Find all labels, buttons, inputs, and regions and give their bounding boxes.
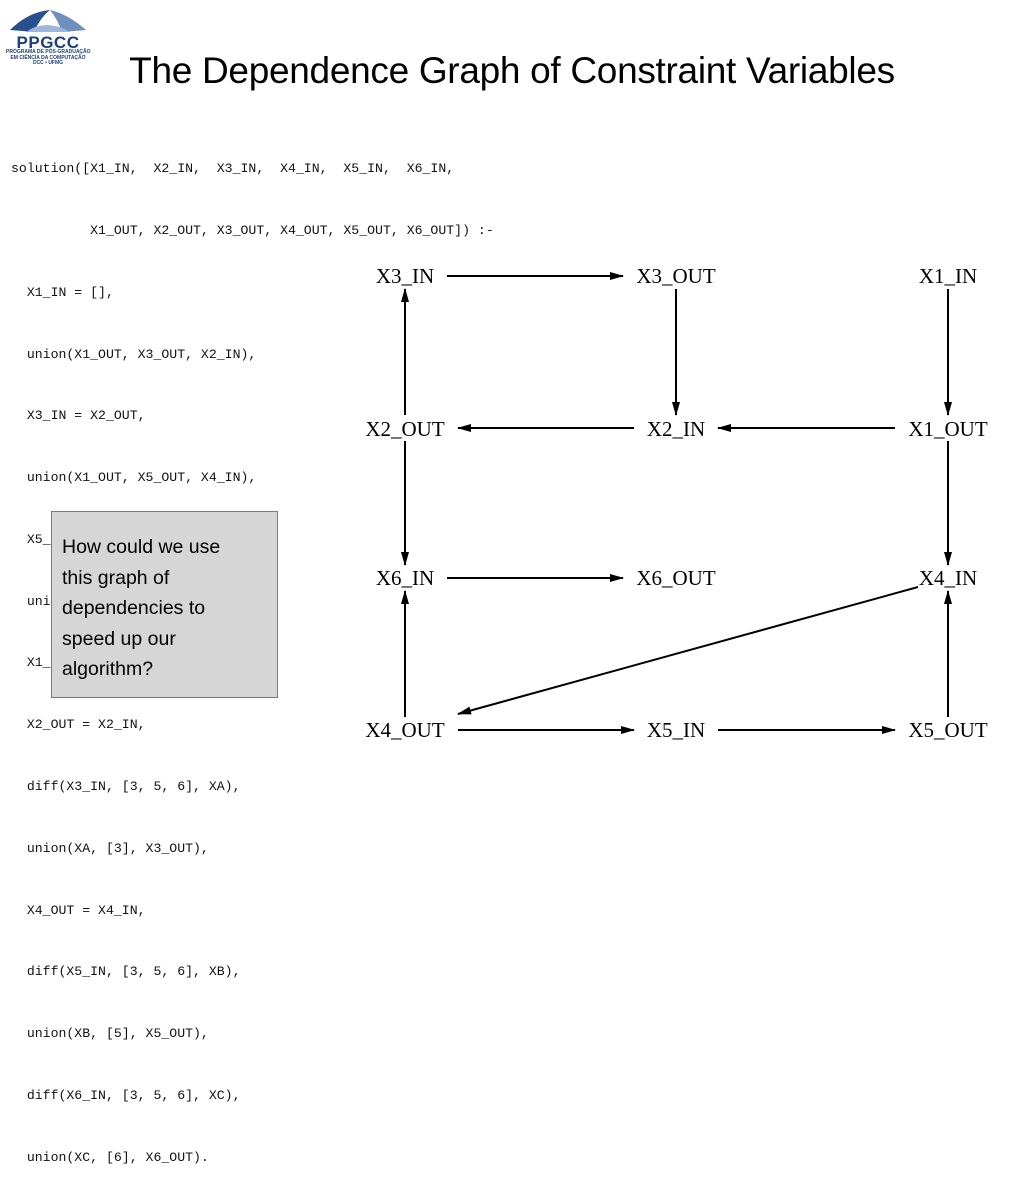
- logo-subtitle: PROGRAMA DE PÓS-GRADUAÇÃO EM CIÊNCIA DA …: [6, 49, 91, 67]
- question-line: this graph of: [62, 566, 170, 589]
- node-x4-out: X4_OUT: [365, 718, 444, 742]
- logo-wing-icon: [10, 10, 86, 32]
- code-line: X1_OUT, X2_OUT, X3_OUT, X4_OUT, X5_OUT, …: [11, 222, 494, 238]
- question-box: How could we use this graph of dependenc…: [51, 511, 278, 698]
- question-line: speed up our: [62, 627, 176, 650]
- code-line: X2_OUT = X2_IN,: [11, 717, 146, 733]
- code-line: union(XA, [3], X3_OUT),: [11, 840, 209, 856]
- logo-subtitle-line: EM CIÊNCIA DA COMPUTAÇÃO: [10, 54, 86, 61]
- code-line: solution([X1_IN, X2_IN, X3_IN, X4_IN, X5…: [11, 161, 455, 177]
- question-line: How could we use: [62, 536, 221, 558]
- ppgcc-logo: PPGCC PROGRAMA DE PÓS-GRADUAÇÃO EM CIÊNC…: [6, 6, 91, 68]
- graph-nodes: X3_IN X3_OUT X1_IN X2_OUT X2_IN X1_OUT X…: [365, 264, 987, 742]
- node-x4-in: X4_IN: [919, 566, 977, 590]
- dependence-graph: X3_IN X3_OUT X1_IN X2_OUT X2_IN X1_OUT X…: [365, 264, 987, 742]
- code-line: union(XB, [5], X5_OUT),: [11, 1026, 209, 1042]
- code-line: diff(X3_IN, [3, 5, 6], XA),: [11, 779, 241, 794]
- logo-subtitle-line: PROGRAMA DE PÓS-GRADUAÇÃO: [6, 49, 91, 55]
- code-line: union(X1_OUT, X5_OUT, X4_IN),: [11, 470, 257, 486]
- slide-title: The Dependence Graph of Constraint Varia…: [129, 50, 895, 91]
- question-line: algorithm?: [62, 658, 154, 680]
- node-x1-out: X1_OUT: [908, 417, 987, 441]
- question-line: dependencies to: [62, 597, 206, 619]
- node-x5-in: X5_IN: [647, 718, 705, 742]
- node-x2-in: X2_IN: [647, 417, 705, 441]
- node-x6-in: X6_IN: [376, 566, 434, 590]
- logo-name: PPGCC: [16, 33, 80, 52]
- code-line: diff(X5_IN, [3, 5, 6], XB),: [11, 964, 241, 980]
- node-x5-out: X5_OUT: [908, 718, 987, 742]
- code-line: X1_IN = [],: [11, 284, 114, 300]
- node-x3-out: X3_OUT: [636, 264, 715, 288]
- node-x1-in: X1_IN: [919, 264, 977, 288]
- code-line: union(X1_OUT, X3_OUT, X2_IN),: [11, 346, 257, 362]
- node-x6-out: X6_OUT: [636, 566, 715, 590]
- graph-edges: [401, 272, 952, 734]
- code-line: union(XC, [6], X6_OUT).: [11, 1149, 209, 1165]
- node-x3-in: X3_IN: [376, 264, 434, 288]
- code-line: diff(X6_IN, [3, 5, 6], XC),: [11, 1087, 241, 1103]
- code-line: X3_IN = X2_OUT,: [11, 408, 146, 424]
- edge-x4-in-to-x4-out: [457, 586, 919, 715]
- node-x2-out: X2_OUT: [365, 417, 444, 441]
- code-line: X4_OUT = X4_IN,: [11, 902, 146, 918]
- logo-subtitle-line: DCC • UFMG: [32, 60, 64, 66]
